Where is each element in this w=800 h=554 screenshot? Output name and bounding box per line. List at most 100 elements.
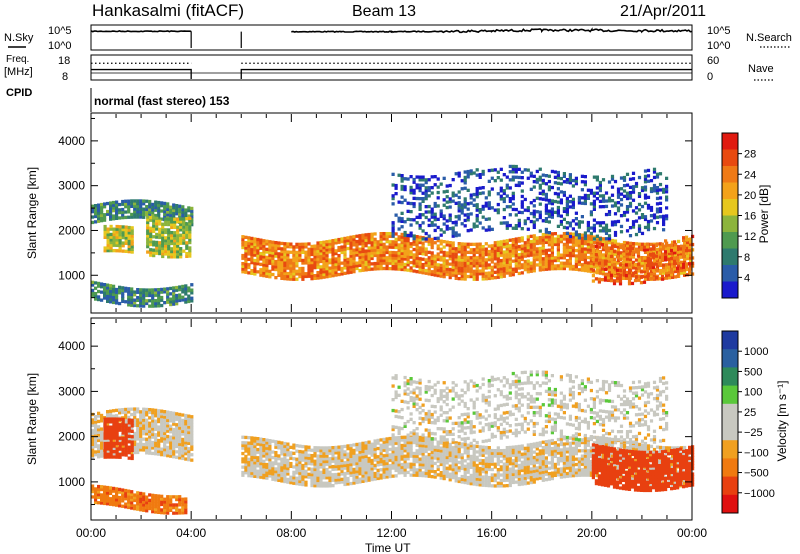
echo-cell [280,476,284,480]
echo-cell [259,451,263,455]
echo-cell [592,270,596,274]
echo-cell [97,452,101,456]
echo-cell [448,226,452,231]
echo-cell [292,443,296,447]
echo-cell [385,264,389,268]
echo-cell [472,277,476,281]
echo-cell [304,445,308,449]
echo-cell [475,264,479,268]
echo-cell [91,437,95,441]
echo-cell [292,277,296,281]
echo-cell [553,199,557,204]
echo-cell [643,272,648,276]
echo-cell [163,429,167,433]
echo-cell [103,488,107,492]
echo-cell [436,239,440,243]
echo-cell [667,246,671,251]
echo-cell [157,203,161,207]
echo-cell [298,245,302,249]
echo-cell [301,450,305,454]
echo-cell [149,229,153,233]
echo-cell [185,246,189,250]
echo-cell [565,204,569,209]
echo-cell [592,262,596,266]
echo-cell [685,262,689,266]
echo-cell [532,185,536,189]
echo-cell [568,237,572,241]
echo-cell [155,251,159,255]
echo-cell [665,206,669,210]
echo-cell [328,446,332,450]
echo-cell [577,249,581,253]
echo-cell [376,438,380,443]
echo-cell [349,238,353,242]
echo-cell [91,431,95,436]
echo-cell [481,250,485,254]
echo-cell [598,242,602,246]
echo-cell [355,456,359,460]
echo-cell [370,458,374,463]
echo-cell [358,247,362,251]
echo-cell [502,271,506,276]
echo-cell [244,443,248,448]
echo-cell [364,462,368,467]
echo-cell [301,272,305,276]
echo-cell [244,249,248,253]
echo-cell [166,202,170,206]
echo-cell [394,264,398,268]
echo-cell [337,453,341,457]
echo-cell [259,445,263,449]
echo-cell [109,238,113,242]
echo-cell [109,449,113,454]
echo-cell [262,249,266,254]
echo-cell [601,178,606,182]
echo-cell [127,295,131,299]
echo-cell [598,188,602,193]
echo-cell [262,239,266,243]
echo-cell [361,239,365,243]
echo-cell [574,262,578,266]
echo-cell [388,267,392,271]
echo-cell [502,263,506,268]
echo-cell [301,274,305,279]
echo-cell [658,269,663,273]
echo-cell [529,248,533,252]
freq-label: Freq. [6,54,29,65]
echo-cell [310,260,314,265]
echo-cell [520,239,524,243]
echo-cell [133,498,137,503]
echo-cell [469,256,473,260]
echo-cell [127,247,131,251]
echo-cell [241,262,245,266]
echo-cell [643,193,648,197]
echo-cell [535,247,539,251]
echo-cell [157,449,161,454]
echo-cell [662,190,666,194]
echo-cell [526,206,530,210]
echo-cell [289,456,293,460]
echo-cell [604,212,609,217]
echo-cell [337,248,341,252]
echo-cell [568,194,572,198]
echo-cell [532,220,536,224]
echo-cell [385,266,389,271]
echo-cell [544,219,548,223]
echo-cell [295,468,299,472]
echo-cell [94,453,98,457]
echo-cell [172,438,176,443]
echo-cell [568,200,572,204]
echo-cell [430,254,434,258]
echo-cell [112,500,116,504]
echo-cell [349,246,353,250]
echo-cell [460,263,464,268]
echo-cell [145,429,149,433]
echo-cell [103,202,107,206]
echo-cell [589,261,593,266]
echo-cell [163,426,167,430]
echo-cell [421,271,425,275]
echo-cell [640,264,645,268]
echo-cell [280,247,284,251]
echo-cell [139,199,143,203]
echo-cell [472,272,476,276]
echo-cell [289,478,293,482]
